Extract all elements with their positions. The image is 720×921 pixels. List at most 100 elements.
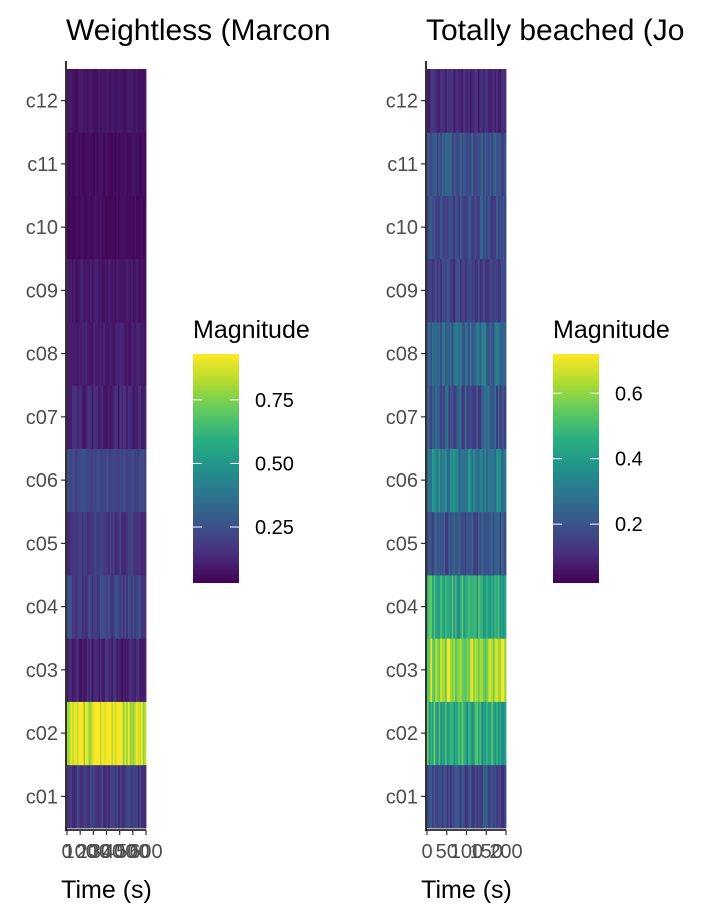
heatmap-cell (104, 701, 107, 766)
heatmap-cell (141, 764, 144, 829)
heatmap-cell (83, 69, 86, 133)
heatmap-cell (108, 764, 111, 829)
heatmap-cell (473, 511, 476, 576)
heatmap-cell (139, 764, 142, 829)
heatmap-cell (91, 511, 94, 576)
heatmap-cell (448, 575, 451, 639)
heatmap-cell (427, 258, 430, 323)
heatmap-cell (124, 322, 127, 386)
heatmap-cell (126, 575, 129, 639)
heatmap-cell (491, 385, 494, 449)
heatmap-cell (453, 701, 456, 766)
heatmap-cell (487, 638, 490, 702)
heatmap-cell (67, 701, 70, 766)
heatmap-cell (70, 448, 73, 513)
heatmap-cell (443, 322, 446, 386)
heatmap-cell (482, 132, 486, 196)
heatmap-cell (99, 258, 102, 323)
heatmap-cell (478, 764, 481, 829)
heatmap-cell (139, 322, 142, 386)
heatmap-cell (96, 69, 99, 133)
heatmap-cell (108, 69, 111, 133)
heatmap-cell (109, 575, 112, 639)
heatmap-cell (496, 69, 499, 133)
heatmap-cell (111, 638, 114, 702)
y-tick-label: c09 (386, 280, 418, 302)
color-legend: Magnitude 0.2 0.4 0.6 (553, 316, 670, 583)
heatmap-cell (433, 448, 436, 513)
heatmap-cell (68, 511, 71, 576)
heatmap-cell (450, 132, 453, 196)
heatmap-cell (68, 448, 71, 513)
heatmap-cell (496, 132, 499, 196)
heatmap-cell (94, 638, 98, 702)
heatmap-cell (68, 69, 71, 133)
heatmap-cell (134, 258, 137, 323)
heatmap-cell (86, 258, 89, 323)
heatmap-cell (122, 764, 126, 829)
heatmap-cell (464, 322, 467, 386)
heatmap-cell (101, 322, 104, 386)
heatmap-cell (446, 764, 449, 829)
heatmap-cell (504, 69, 507, 133)
heatmap-cell (104, 195, 107, 260)
heatmap-cell (461, 195, 464, 260)
heatmap-cell (122, 448, 126, 513)
heatmap-cell (440, 258, 443, 323)
heatmap-cell (81, 448, 84, 513)
heatmap-cell (136, 701, 139, 766)
heatmap-cell (479, 132, 482, 196)
heatmap-cell (464, 701, 467, 766)
heatmap-cell (445, 764, 448, 829)
heatmap-cell (448, 195, 451, 260)
heatmap-cell (436, 385, 439, 449)
legend-break-label: 0.75 (255, 390, 294, 412)
heatmap-cell (109, 385, 112, 449)
heatmap-cell (433, 764, 436, 829)
heatmap-cell (448, 701, 451, 766)
heatmap-cell (137, 448, 140, 513)
heatmap-cell (456, 448, 459, 513)
heatmap-cell (85, 511, 88, 576)
heatmap-cell (496, 195, 499, 260)
heatmap-cell (108, 575, 111, 639)
heatmap-cell (76, 511, 79, 576)
heatmap-cell (445, 385, 448, 449)
heatmap-cell (430, 385, 433, 449)
y-tick-label: c11 (387, 154, 418, 176)
heatmap-cell (468, 258, 471, 323)
heatmap-cell (436, 511, 439, 576)
heatmap-cell (132, 511, 135, 576)
heatmap-cell (471, 69, 474, 133)
heatmap-cell (433, 701, 436, 766)
heatmap-cell (433, 69, 436, 133)
heatmap-cell (504, 511, 507, 576)
heatmap-cell (489, 322, 492, 386)
heatmap-cell (68, 132, 71, 196)
color-legend: Magnitude 0.25 0.50 0.75 (193, 316, 310, 583)
heatmap-cell (473, 701, 476, 766)
heatmap-cell (459, 511, 462, 576)
heatmap-cell (118, 764, 121, 829)
heatmap-cell (144, 764, 147, 829)
heatmap-cell (499, 258, 502, 323)
heatmap-cell (132, 385, 135, 449)
heatmap-cell (136, 575, 139, 639)
heatmap-cell (494, 575, 497, 639)
heatmap-cell (90, 764, 93, 829)
heatmap-cell (122, 575, 126, 639)
heatmap-cell (109, 69, 112, 133)
heatmap-cell (121, 764, 124, 829)
heatmap-cell (78, 195, 81, 260)
heatmap-cell (70, 638, 73, 702)
heatmap-cell (427, 385, 430, 449)
heatmap-cell (456, 385, 459, 449)
heatmap-cell (98, 448, 101, 513)
heatmap-cell (96, 132, 99, 196)
heatmap-cell (481, 701, 484, 766)
heatmap-cell (502, 195, 505, 260)
heatmap-cell (489, 195, 492, 260)
heatmap-cell (122, 701, 126, 766)
heatmap-cell (486, 385, 489, 449)
heatmap-cell (88, 575, 91, 639)
